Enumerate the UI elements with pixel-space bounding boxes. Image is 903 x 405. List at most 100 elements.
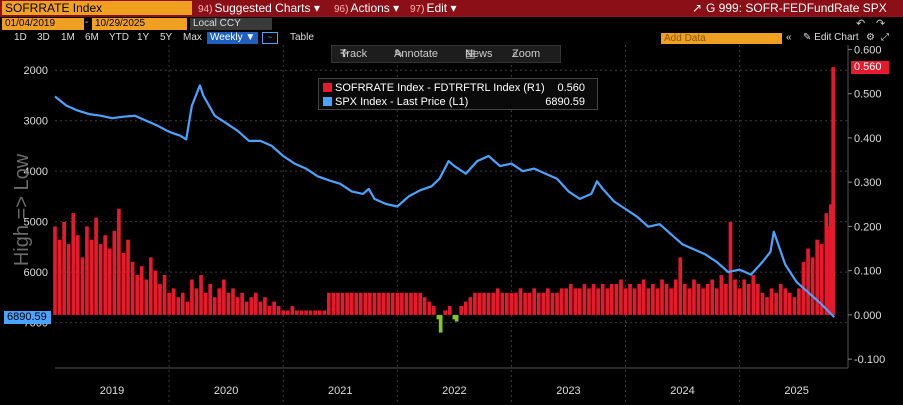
ticker-field[interactable]: SOFRRATE Index bbox=[2, 1, 192, 15]
sofr-bar bbox=[619, 279, 623, 315]
legend-item-sofr[interactable]: SOFRRATE Index - FDTRFTRL Index (R1) 0.56… bbox=[323, 81, 591, 95]
x-tick-label: 2025 bbox=[784, 385, 808, 397]
undo-icon[interactable]: ↶ bbox=[856, 18, 866, 30]
sofr-bar bbox=[568, 283, 573, 315]
edit-menu[interactable]: 97) Edit ▾ bbox=[410, 1, 457, 15]
range-1d[interactable]: 1D bbox=[14, 32, 27, 43]
sofr-bar bbox=[290, 306, 295, 315]
sofr-bar bbox=[523, 292, 527, 315]
right-tick-label: 0.000 bbox=[854, 310, 882, 322]
left-axis-title: High => Low bbox=[11, 153, 33, 266]
sofr-bar bbox=[75, 235, 80, 315]
range-max[interactable]: Max bbox=[183, 32, 202, 43]
right-axis-ticks: 0.600 0.500 0.400 0.300 0.200 0.100 0.000 -0.10… bbox=[848, 45, 885, 366]
sofr-bar bbox=[806, 248, 810, 315]
currency-select[interactable]: Local CCY bbox=[190, 18, 272, 30]
suggested-charts-menu[interactable]: 94) Suggested Charts ▾ bbox=[198, 1, 320, 15]
start-date-input[interactable]: 01/04/2019 bbox=[2, 18, 84, 30]
pencil-icon: ✎ bbox=[803, 32, 812, 43]
chevron-down-icon: ▾ bbox=[313, 1, 320, 15]
range-3d[interactable]: 3D bbox=[37, 32, 50, 43]
sofr-bar bbox=[386, 292, 390, 315]
range-1m[interactable]: 1M bbox=[61, 32, 75, 43]
sofr-bar bbox=[217, 288, 222, 315]
sofr-bar bbox=[701, 288, 705, 315]
title-bar: SOFRRATE Index 94) Suggested Charts ▾ 96)… bbox=[0, 0, 903, 17]
sofr-bar bbox=[705, 283, 710, 315]
sofr-bar bbox=[714, 288, 719, 315]
range-1y[interactable]: 1Y bbox=[137, 32, 150, 43]
sofr-bar bbox=[826, 226, 831, 315]
sofr-bar bbox=[600, 283, 605, 315]
sofr-bar bbox=[258, 301, 263, 315]
sofr-bar bbox=[660, 279, 664, 315]
sofr-bar bbox=[377, 292, 381, 315]
right-tick-label: 0.400 bbox=[854, 133, 882, 145]
sofr-bar bbox=[587, 288, 591, 315]
frequency-select[interactable]: Weekly ▼ bbox=[207, 32, 259, 44]
legend-item-spx[interactable]: SPX Index - Last Price (L1) 6890.59 bbox=[323, 95, 591, 109]
sofr-bar bbox=[742, 279, 746, 315]
left-tick-label: 5000 bbox=[24, 217, 48, 229]
sofr-bar bbox=[71, 213, 76, 315]
sofr-bar bbox=[358, 292, 363, 315]
sofr-bar bbox=[468, 297, 473, 315]
x-tick-label: 2022 bbox=[442, 385, 466, 397]
right-tick-label: 0.100 bbox=[854, 266, 882, 278]
external-link-icon[interactable]: ↗ bbox=[692, 1, 703, 15]
range-6m[interactable]: 6M bbox=[85, 32, 99, 43]
sofr-bar bbox=[263, 297, 267, 315]
sofr-bar bbox=[774, 292, 778, 315]
sofr-bar bbox=[797, 288, 801, 315]
range-ytd[interactable]: YTD bbox=[109, 32, 129, 43]
chart-code: G 999: SOFR-FEDFundRate SPX bbox=[706, 1, 887, 15]
settings-icon[interactable]: ⚙ bbox=[866, 32, 875, 43]
sofr-bar bbox=[778, 283, 783, 315]
sofr-bar bbox=[381, 292, 386, 315]
add-data-input[interactable]: Add Data bbox=[661, 33, 782, 44]
crosshair-icon: ✛ bbox=[340, 48, 350, 60]
pencil-icon: ✎ bbox=[394, 48, 404, 60]
collapse-icon[interactable]: « bbox=[786, 32, 792, 43]
line-chart-icon[interactable]: ~ bbox=[262, 32, 278, 44]
sofr-bar bbox=[267, 306, 272, 315]
sofr-bar bbox=[130, 261, 135, 315]
sofr-bar bbox=[651, 283, 655, 315]
sofr-bar bbox=[98, 244, 103, 315]
expand-icon[interactable]: ⤢ bbox=[881, 32, 889, 43]
sofr-bar bbox=[194, 288, 199, 315]
sofr-bar bbox=[509, 292, 514, 315]
sofr-bar bbox=[404, 292, 409, 315]
sofr-bar bbox=[696, 283, 701, 315]
sofr-bar bbox=[53, 226, 57, 315]
sofr-bar bbox=[514, 292, 518, 315]
sofr-bar bbox=[819, 244, 824, 315]
range-5y[interactable]: 5Y bbox=[160, 32, 173, 43]
sofr-bar bbox=[372, 292, 377, 315]
spx-line bbox=[54, 84, 836, 318]
sofr-bar bbox=[112, 230, 117, 315]
sofr-bar bbox=[89, 239, 94, 315]
end-date-input[interactable]: 10/29/2025 bbox=[92, 18, 187, 30]
edit-chart-button[interactable]: ✎ Edit Chart bbox=[803, 32, 859, 43]
sofr-bar bbox=[190, 279, 194, 315]
sofr-bar bbox=[605, 288, 610, 315]
redo-icon[interactable]: ↷ bbox=[876, 18, 886, 30]
sofr-bar bbox=[641, 279, 646, 315]
table-button[interactable]: Table bbox=[290, 32, 314, 43]
sofr-bar bbox=[664, 283, 669, 315]
sofr-bar bbox=[107, 248, 112, 315]
left-tick-label: 2000 bbox=[24, 65, 48, 77]
sofr-bar bbox=[792, 297, 797, 315]
actions-menu[interactable]: 96) Actions ▾ bbox=[334, 1, 400, 15]
sofr-bar bbox=[149, 257, 153, 315]
sofr-bar bbox=[349, 292, 354, 315]
sofr-bar bbox=[505, 292, 509, 315]
sofr-bar bbox=[765, 297, 769, 315]
sofr-bar bbox=[400, 292, 404, 315]
sofr-bar bbox=[139, 266, 144, 315]
sofr-bar bbox=[737, 288, 742, 315]
search-icon: ⌕ bbox=[512, 48, 519, 60]
sofr-bar bbox=[452, 314, 457, 320]
sofr-bar bbox=[212, 297, 217, 315]
